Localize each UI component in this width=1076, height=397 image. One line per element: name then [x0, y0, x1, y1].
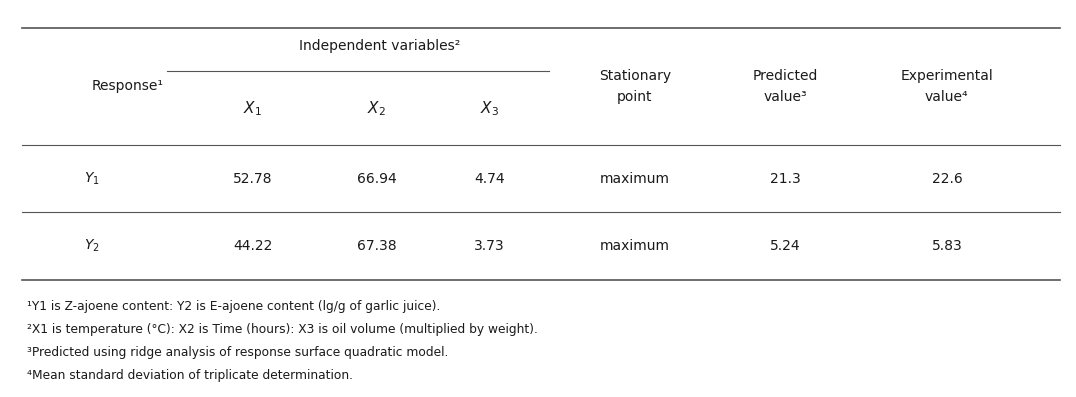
Text: $\mathit{X}_1$: $\mathit{X}_1$: [243, 99, 263, 118]
Text: $\mathit{X}_2$: $\mathit{X}_2$: [367, 99, 386, 118]
Text: 22.6: 22.6: [932, 172, 962, 186]
Text: Independent variables²: Independent variables²: [299, 39, 459, 53]
Text: maximum: maximum: [599, 172, 670, 186]
Text: $\mathit{Y}_1$: $\mathit{Y}_1$: [84, 170, 99, 187]
Text: Predicted
value³: Predicted value³: [753, 69, 818, 104]
Text: Response¹: Response¹: [91, 79, 164, 93]
Text: 21.3: 21.3: [770, 172, 801, 186]
Text: ³Predicted using ridge analysis of response surface quadratic model.: ³Predicted using ridge analysis of respo…: [27, 346, 449, 359]
Text: 66.94: 66.94: [357, 172, 396, 186]
Text: 67.38: 67.38: [357, 239, 396, 253]
Text: 5.24: 5.24: [770, 239, 801, 253]
Text: maximum: maximum: [599, 239, 670, 253]
Text: 52.78: 52.78: [233, 172, 272, 186]
Text: ²X1 is temperature (°C): X2 is Time (hours): X3 is oil volume (multiplied by wei: ²X1 is temperature (°C): X2 is Time (hou…: [27, 323, 538, 336]
Text: $\mathit{X}_3$: $\mathit{X}_3$: [480, 99, 499, 118]
Text: 44.22: 44.22: [233, 239, 272, 253]
Text: 5.83: 5.83: [932, 239, 962, 253]
Text: 4.74: 4.74: [475, 172, 505, 186]
Text: ⁴Mean standard deviation of triplicate determination.: ⁴Mean standard deviation of triplicate d…: [27, 369, 353, 382]
Text: Stationary
point: Stationary point: [598, 69, 671, 104]
Text: $\mathit{Y}_2$: $\mathit{Y}_2$: [84, 238, 99, 254]
Text: Experimental
value⁴: Experimental value⁴: [901, 69, 993, 104]
Text: ¹Y1 is Z-ajoene content: Y2 is E-ajoene content (lg/g of garlic juice).: ¹Y1 is Z-ajoene content: Y2 is E-ajoene …: [27, 300, 440, 313]
Text: 3.73: 3.73: [475, 239, 505, 253]
